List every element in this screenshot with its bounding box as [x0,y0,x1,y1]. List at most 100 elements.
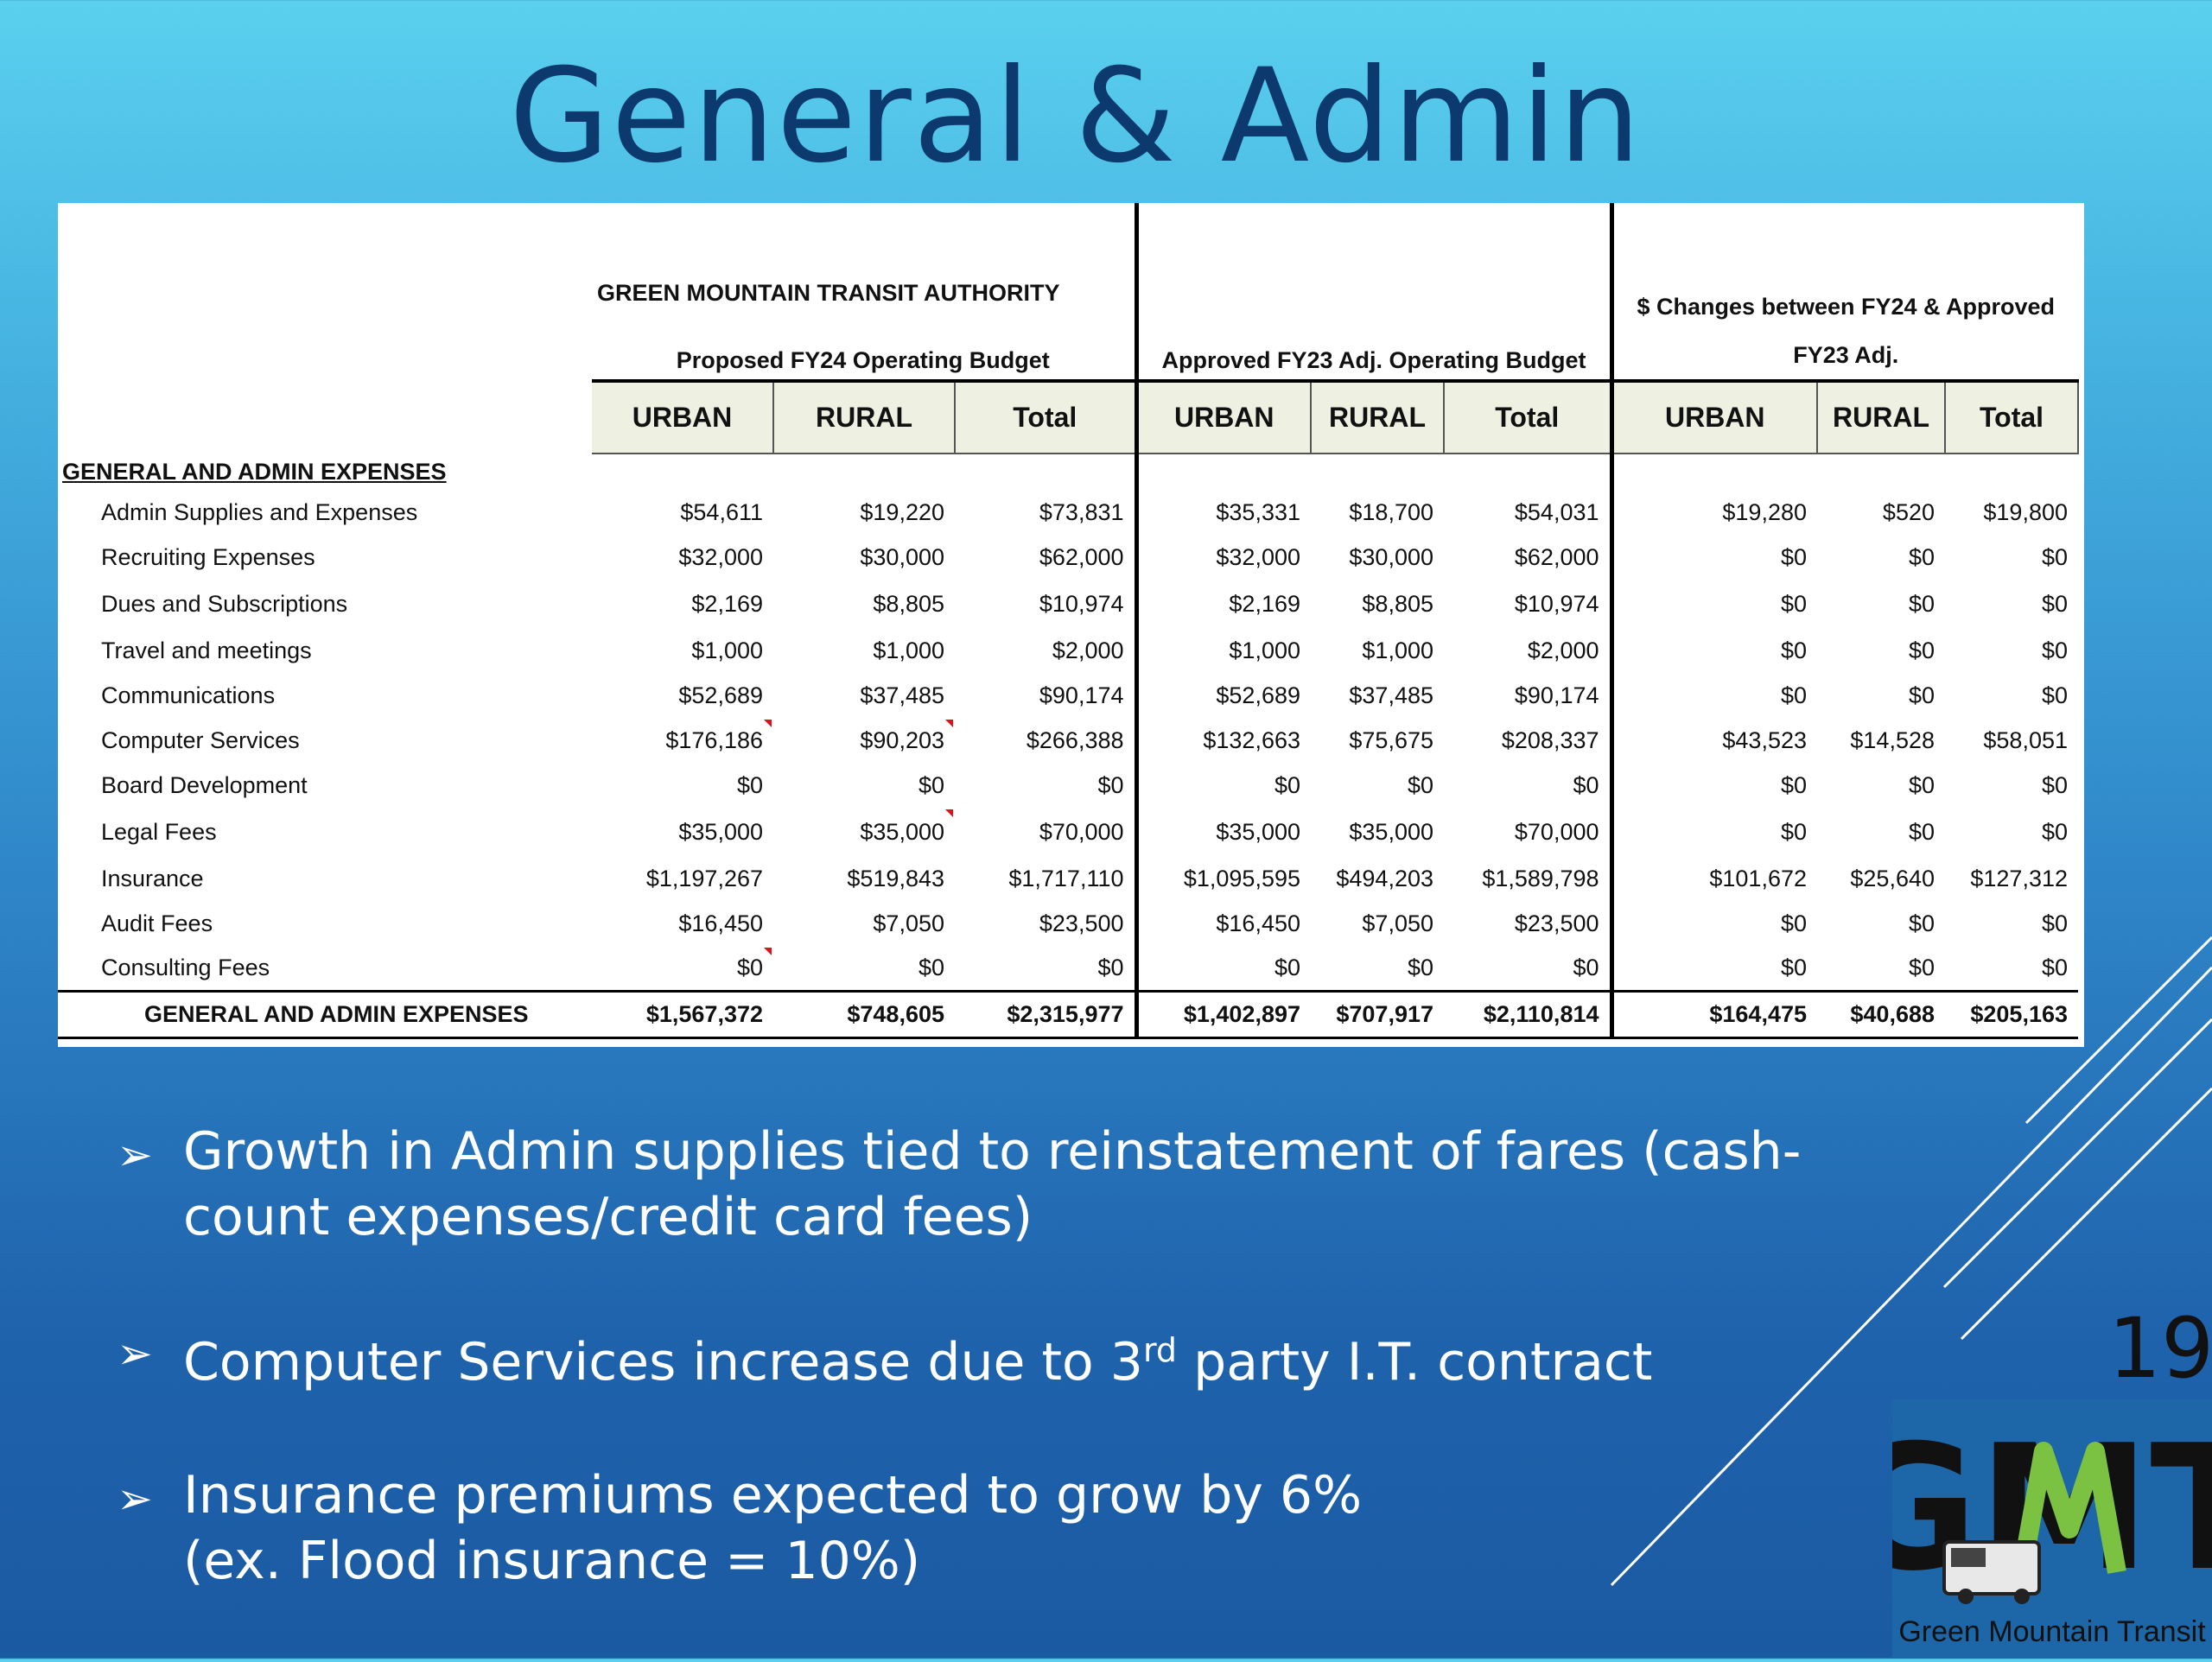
cell-value: $1,095,595 [1183,865,1300,891]
row-label: Insurance [101,865,204,891]
total-label: GENERAL AND ADMIN EXPENSES [58,989,592,1039]
value-cell: $0 [1817,763,1945,808]
cell-value: $0 [2041,910,2068,936]
cell-value: $0 [736,954,763,980]
value-cell: $132,663 [1134,718,1311,763]
value-cell: $1,197,267 [592,856,773,901]
col-header-total: Total [955,379,1137,454]
cell-value: $0 [2041,682,2068,708]
cell-value: $70,000 [1514,818,1599,845]
cell-value: $0 [1780,954,1807,980]
cell-value: $0 [1908,637,1935,663]
value-cell: $0 [1134,946,1311,991]
value-cell: $1,000 [773,628,955,673]
comment-indicator-icon[interactable] [945,809,953,817]
cell-value: $0 [1908,543,1935,570]
cell-value: $90,203 [860,726,944,753]
value-cell: $0 [1945,673,2078,718]
cell-value: $0 [1407,954,1433,980]
cell-value: $43,523 [1722,726,1807,753]
cell-value: $19,220 [860,498,944,525]
cell-value: $8,805 [1362,590,1433,617]
cell-value: $23,500 [1039,910,1124,936]
cell-value: $1,589,798 [1482,865,1599,891]
value-cell: $0 [1444,946,1611,991]
cell-value: $0 [1780,910,1807,936]
total-cell: $2,110,814 [1444,989,1611,1039]
value-cell: $0 [1945,628,2078,673]
comment-indicator-icon[interactable] [945,720,953,727]
value-cell: $0 [1311,946,1444,991]
value-cell: $0 [1945,901,2078,946]
cell-value: $0 [1274,954,1300,980]
cell-value: $0 [1780,637,1807,663]
value-cell: $2,000 [1444,628,1611,673]
value-cell: $2,000 [955,628,1136,673]
cell-value: $2,169 [1229,590,1300,617]
cell-value: $70,000 [1039,818,1124,845]
col-header-rural: RURAL [1311,379,1445,454]
value-cell: $90,203 [773,718,955,763]
value-cell: $2,169 [592,580,773,628]
table-row: Audit Fees $16,450 $7,050 $23,500 $16,450 $7,… [58,901,2078,946]
value-cell: $0 [1134,763,1311,808]
cell-value: $35,000 [1216,818,1300,845]
value-cell: $2,169 [1134,580,1311,628]
cell-value: $75,675 [1349,726,1433,753]
slide-title: General & Admin [509,41,1643,192]
logo-letters: GMT [1892,1408,2212,1609]
cell-value: $2,000 [1527,637,1599,663]
value-cell: $520 [1817,490,1945,535]
value-cell: $7,050 [773,901,955,946]
value-cell: $16,450 [1134,901,1311,946]
value-cell: $62,000 [1444,535,1611,580]
col-header-total: Total [1945,379,2079,454]
value-cell: $0 [1609,535,1817,580]
bullet-text: Computer Services increase due to 3 [183,1332,1143,1392]
gmt-logo-graphic: GMT Green Mountain Transit [1836,1399,2212,1659]
table-row: Admin Supplies and Expenses $54,611 $19,22… [58,490,2078,535]
value-cell: $0 [1609,763,1817,808]
value-cell: $73,831 [955,490,1136,535]
table-row: Communications $52,689 $37,485 $90,174 $52,6… [58,673,2078,718]
comment-indicator-icon[interactable] [764,720,772,727]
cell-value: $0 [918,954,944,980]
value-cell: $8,805 [773,580,955,628]
value-cell: $0 [1817,580,1945,628]
cell-value: $23,500 [1514,910,1599,936]
value-cell: $25,640 [1817,856,1945,901]
table-row: Consulting Fees $0 $0 $0 $0 $0 $0 $0 $0 $0 [58,946,2078,991]
cell-value: $0 [2041,818,2068,845]
cell-value: $0 [1908,682,1935,708]
value-cell: $0 [1609,628,1817,673]
header-row-1: GREEN MOUNTAIN TRANSIT AUTHORITY $ Chang… [58,203,2078,381]
value-cell: $75,675 [1311,718,1444,763]
value-cell: $0 [1817,946,1945,991]
value-cell: $0 [1945,580,2078,628]
cell-value: $90,174 [1039,682,1124,708]
cell-value: $0 [1573,954,1599,980]
section-row: GENERAL AND ADMIN EXPENSES [58,454,2078,490]
comment-indicator-icon[interactable] [764,948,772,955]
value-cell: $208,337 [1444,718,1611,763]
value-cell: $54,031 [1444,490,1611,535]
total-row: GENERAL AND ADMIN EXPENSES $1,567,372 $7… [58,989,2078,1039]
cell-value: $16,450 [1216,910,1300,936]
value-cell: $0 [955,946,1136,991]
cell-value: $35,000 [1349,818,1433,845]
cell-value: $0 [1908,771,1935,798]
cell-value: $10,974 [1039,590,1124,617]
bullet-text: Insurance premiums expected to grow by 6… [183,1465,1363,1526]
value-cell: $0 [955,763,1136,808]
value-cell: $0 [1609,580,1817,628]
value-cell: $19,800 [1945,490,2078,535]
row-label: Dues and Subscriptions [101,590,348,617]
cell-value: $0 [918,771,944,798]
budget-table: GREEN MOUNTAIN TRANSIT AUTHORITY $ Chang… [58,203,2079,1039]
table-row: Board Development $0 $0 $0 $0 $0 $0 $0 $0 $0 [58,763,2078,808]
value-cell: $70,000 [1444,808,1611,856]
row-label: Admin Supplies and Expenses [101,498,418,525]
value-cell: $18,700 [1311,490,1444,535]
bullet-list: ➢ Growth in Admin supplies tied to reins… [117,1119,1888,1661]
cell-value: $0 [1908,954,1935,980]
